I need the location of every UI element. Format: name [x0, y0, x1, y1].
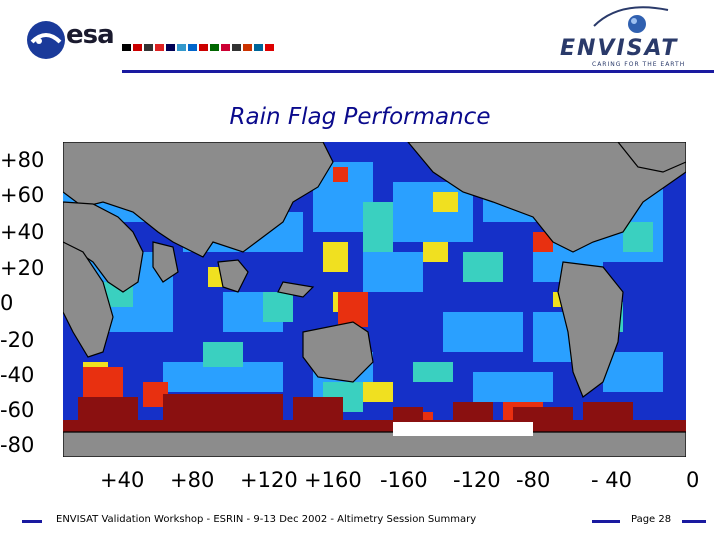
longitude-label: -160 — [380, 468, 428, 492]
rain-patch-high — [413, 362, 453, 382]
landmass-australia — [302, 321, 374, 383]
rain-patch-severe — [453, 402, 493, 422]
landmass-north-america — [407, 142, 686, 253]
header-rule — [122, 70, 714, 73]
rain-patch-extreme — [83, 367, 123, 397]
envisat-wordmark: ENVISAT — [560, 36, 679, 61]
rain-patch-severe — [163, 394, 283, 422]
landmass-eurasia — [63, 142, 334, 258]
landmass-greenland — [617, 142, 686, 173]
landmass-southeast-asia — [217, 259, 249, 293]
esa-globe-icon — [27, 21, 65, 59]
rain-patch-moderate — [473, 372, 553, 402]
rain-patch-moderate — [603, 352, 663, 392]
esa-wordmark: esa — [66, 20, 115, 50]
page-number: Page 28 — [631, 514, 672, 525]
longitude-label: 0 — [686, 468, 700, 492]
longitude-label: +120 — [240, 468, 298, 492]
latitude-label: +40 — [0, 220, 45, 244]
rain-patch-very-high — [363, 382, 393, 402]
esa-logo: esa — [26, 18, 316, 60]
landmasses — [63, 142, 686, 457]
footer-text: ENVISAT Validation Workshop - ESRIN - 9-… — [56, 514, 477, 525]
rain-patch-moderate — [443, 312, 523, 352]
rain-patch-moderate — [363, 252, 423, 292]
latitude-label: +20 — [0, 256, 45, 280]
footer-dash-right — [682, 520, 706, 523]
latitude-label: -60 — [0, 398, 35, 422]
rain-patch-very-high — [323, 242, 348, 272]
rain-patch-high — [203, 342, 243, 367]
landmass-india — [152, 241, 179, 283]
landmass-south-america — [557, 261, 624, 398]
envisat-logo: ENVISAT CARING FOR THE EARTH — [560, 4, 710, 70]
footer-dash-left — [22, 520, 42, 523]
longitude-label: -120 — [453, 468, 501, 492]
rain-patch-severe — [78, 397, 138, 422]
landmass-antarctica — [63, 431, 686, 457]
rain-patch-high — [263, 292, 293, 322]
rain-patch-extreme — [338, 292, 368, 327]
rain-patch-severe — [293, 397, 343, 422]
slide-title: Rain Flag Performance — [229, 104, 491, 130]
longitude-label: +160 — [304, 468, 362, 492]
member-flags — [122, 44, 274, 51]
envisat-tagline: CARING FOR THE EARTH — [592, 61, 686, 68]
latitude-label: +60 — [0, 183, 45, 207]
rain-flag-map — [63, 142, 686, 457]
rain-patch-extreme — [533, 232, 553, 252]
footer-dash-mid — [592, 520, 620, 523]
longitude-label: +80 — [170, 468, 215, 492]
envisat-orbit-icon — [593, 6, 669, 33]
landmass-indonesia — [277, 281, 315, 298]
rain-patch-extreme — [333, 167, 348, 182]
rain-patch-high — [363, 202, 393, 252]
rain-patch-severe — [583, 402, 633, 422]
longitude-label: -80 — [516, 468, 551, 492]
rain-patch-very-high — [433, 192, 458, 212]
latitude-label: -40 — [0, 363, 35, 387]
latitude-label: -80 — [0, 433, 35, 457]
rain-patch-severe — [63, 420, 686, 432]
latitude-label: -20 — [0, 328, 35, 352]
rain-patch-high — [463, 252, 503, 282]
latitude-label: +80 — [0, 148, 45, 172]
longitude-label: - 40 — [591, 468, 632, 492]
longitude-label: +40 — [100, 468, 145, 492]
rain-patch-very-high — [423, 242, 448, 262]
ice-edge — [393, 422, 533, 436]
landmass-africa-south — [63, 241, 114, 358]
latitude-label: 0 — [0, 291, 14, 315]
rain-patch-high — [623, 222, 653, 252]
